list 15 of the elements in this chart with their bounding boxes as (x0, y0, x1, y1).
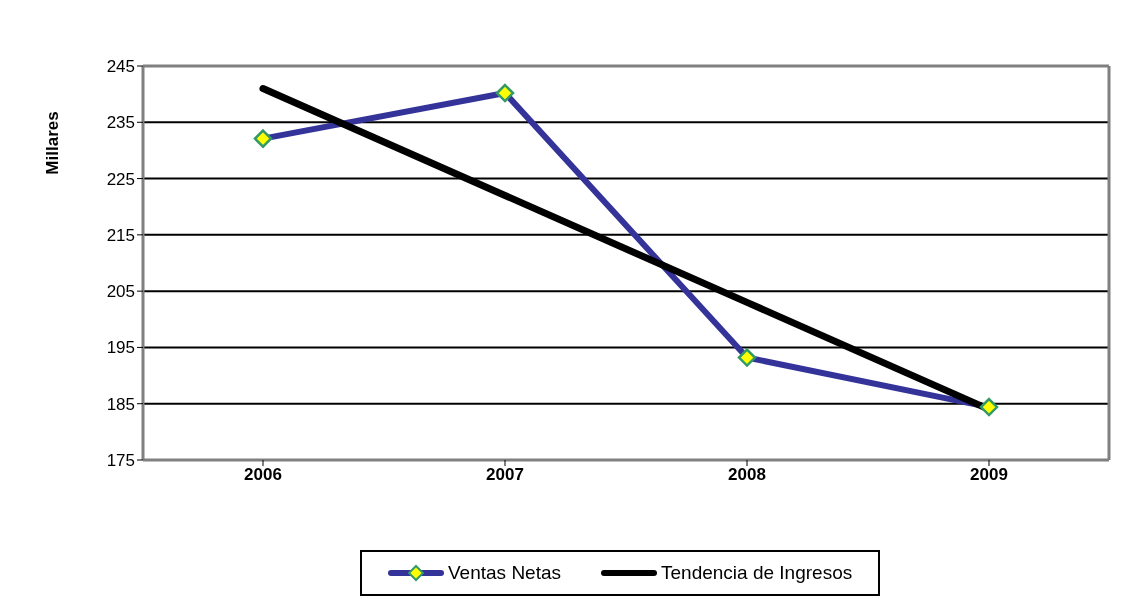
x-tick-label: 2008 (728, 465, 766, 485)
y-tick-label: 215 (106, 225, 135, 245)
y-tick-label: 195 (106, 338, 135, 358)
x-tick-label: 2007 (486, 465, 524, 485)
y-tick-label: 245 (106, 57, 135, 77)
y-axis-title: Millares (43, 111, 63, 175)
y-tick-label: 205 (106, 282, 135, 302)
legend-label: Tendencia de Ingresos (661, 562, 853, 584)
x-tick-label: 2009 (970, 465, 1008, 485)
legend-label: Ventas Netas (448, 562, 562, 584)
x-tick-label: 2006 (244, 465, 282, 485)
y-tick-label: 225 (106, 169, 135, 189)
y-tick-label: 175 (106, 451, 135, 471)
y-tick-label: 185 (106, 394, 135, 414)
y-tick-label: 235 (106, 113, 135, 133)
